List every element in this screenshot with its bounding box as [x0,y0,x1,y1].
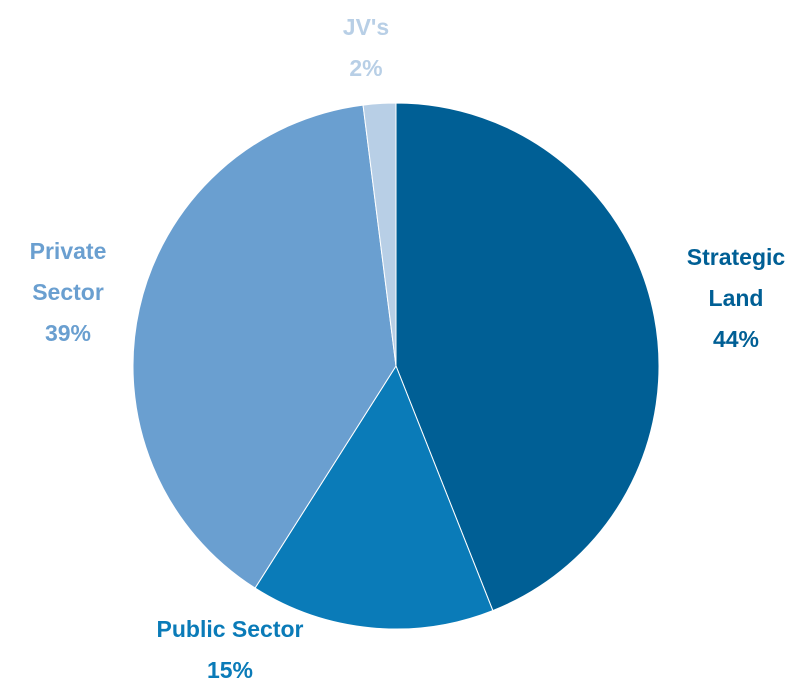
category-label: Private Sector [29,238,107,305]
pie-slice [132,104,397,589]
slice-label: Strategic Land 44% [676,237,796,360]
category-label: JV's [342,14,390,40]
slice-label: Private Sector 39% [8,231,128,354]
value-label: 2% [349,55,383,81]
category-label: Public Sector [156,616,304,642]
slice-label: Public Sector 15% [110,609,350,691]
value-label: 39% [44,320,92,346]
category-label: Strategic Land [686,244,786,311]
value-label: 44% [712,326,760,352]
pie-slice [254,364,494,630]
pie-slice [395,102,660,612]
pie-slice [362,102,397,367]
slice-label: JV's 2% [306,7,426,89]
value-label: 15% [206,657,254,683]
